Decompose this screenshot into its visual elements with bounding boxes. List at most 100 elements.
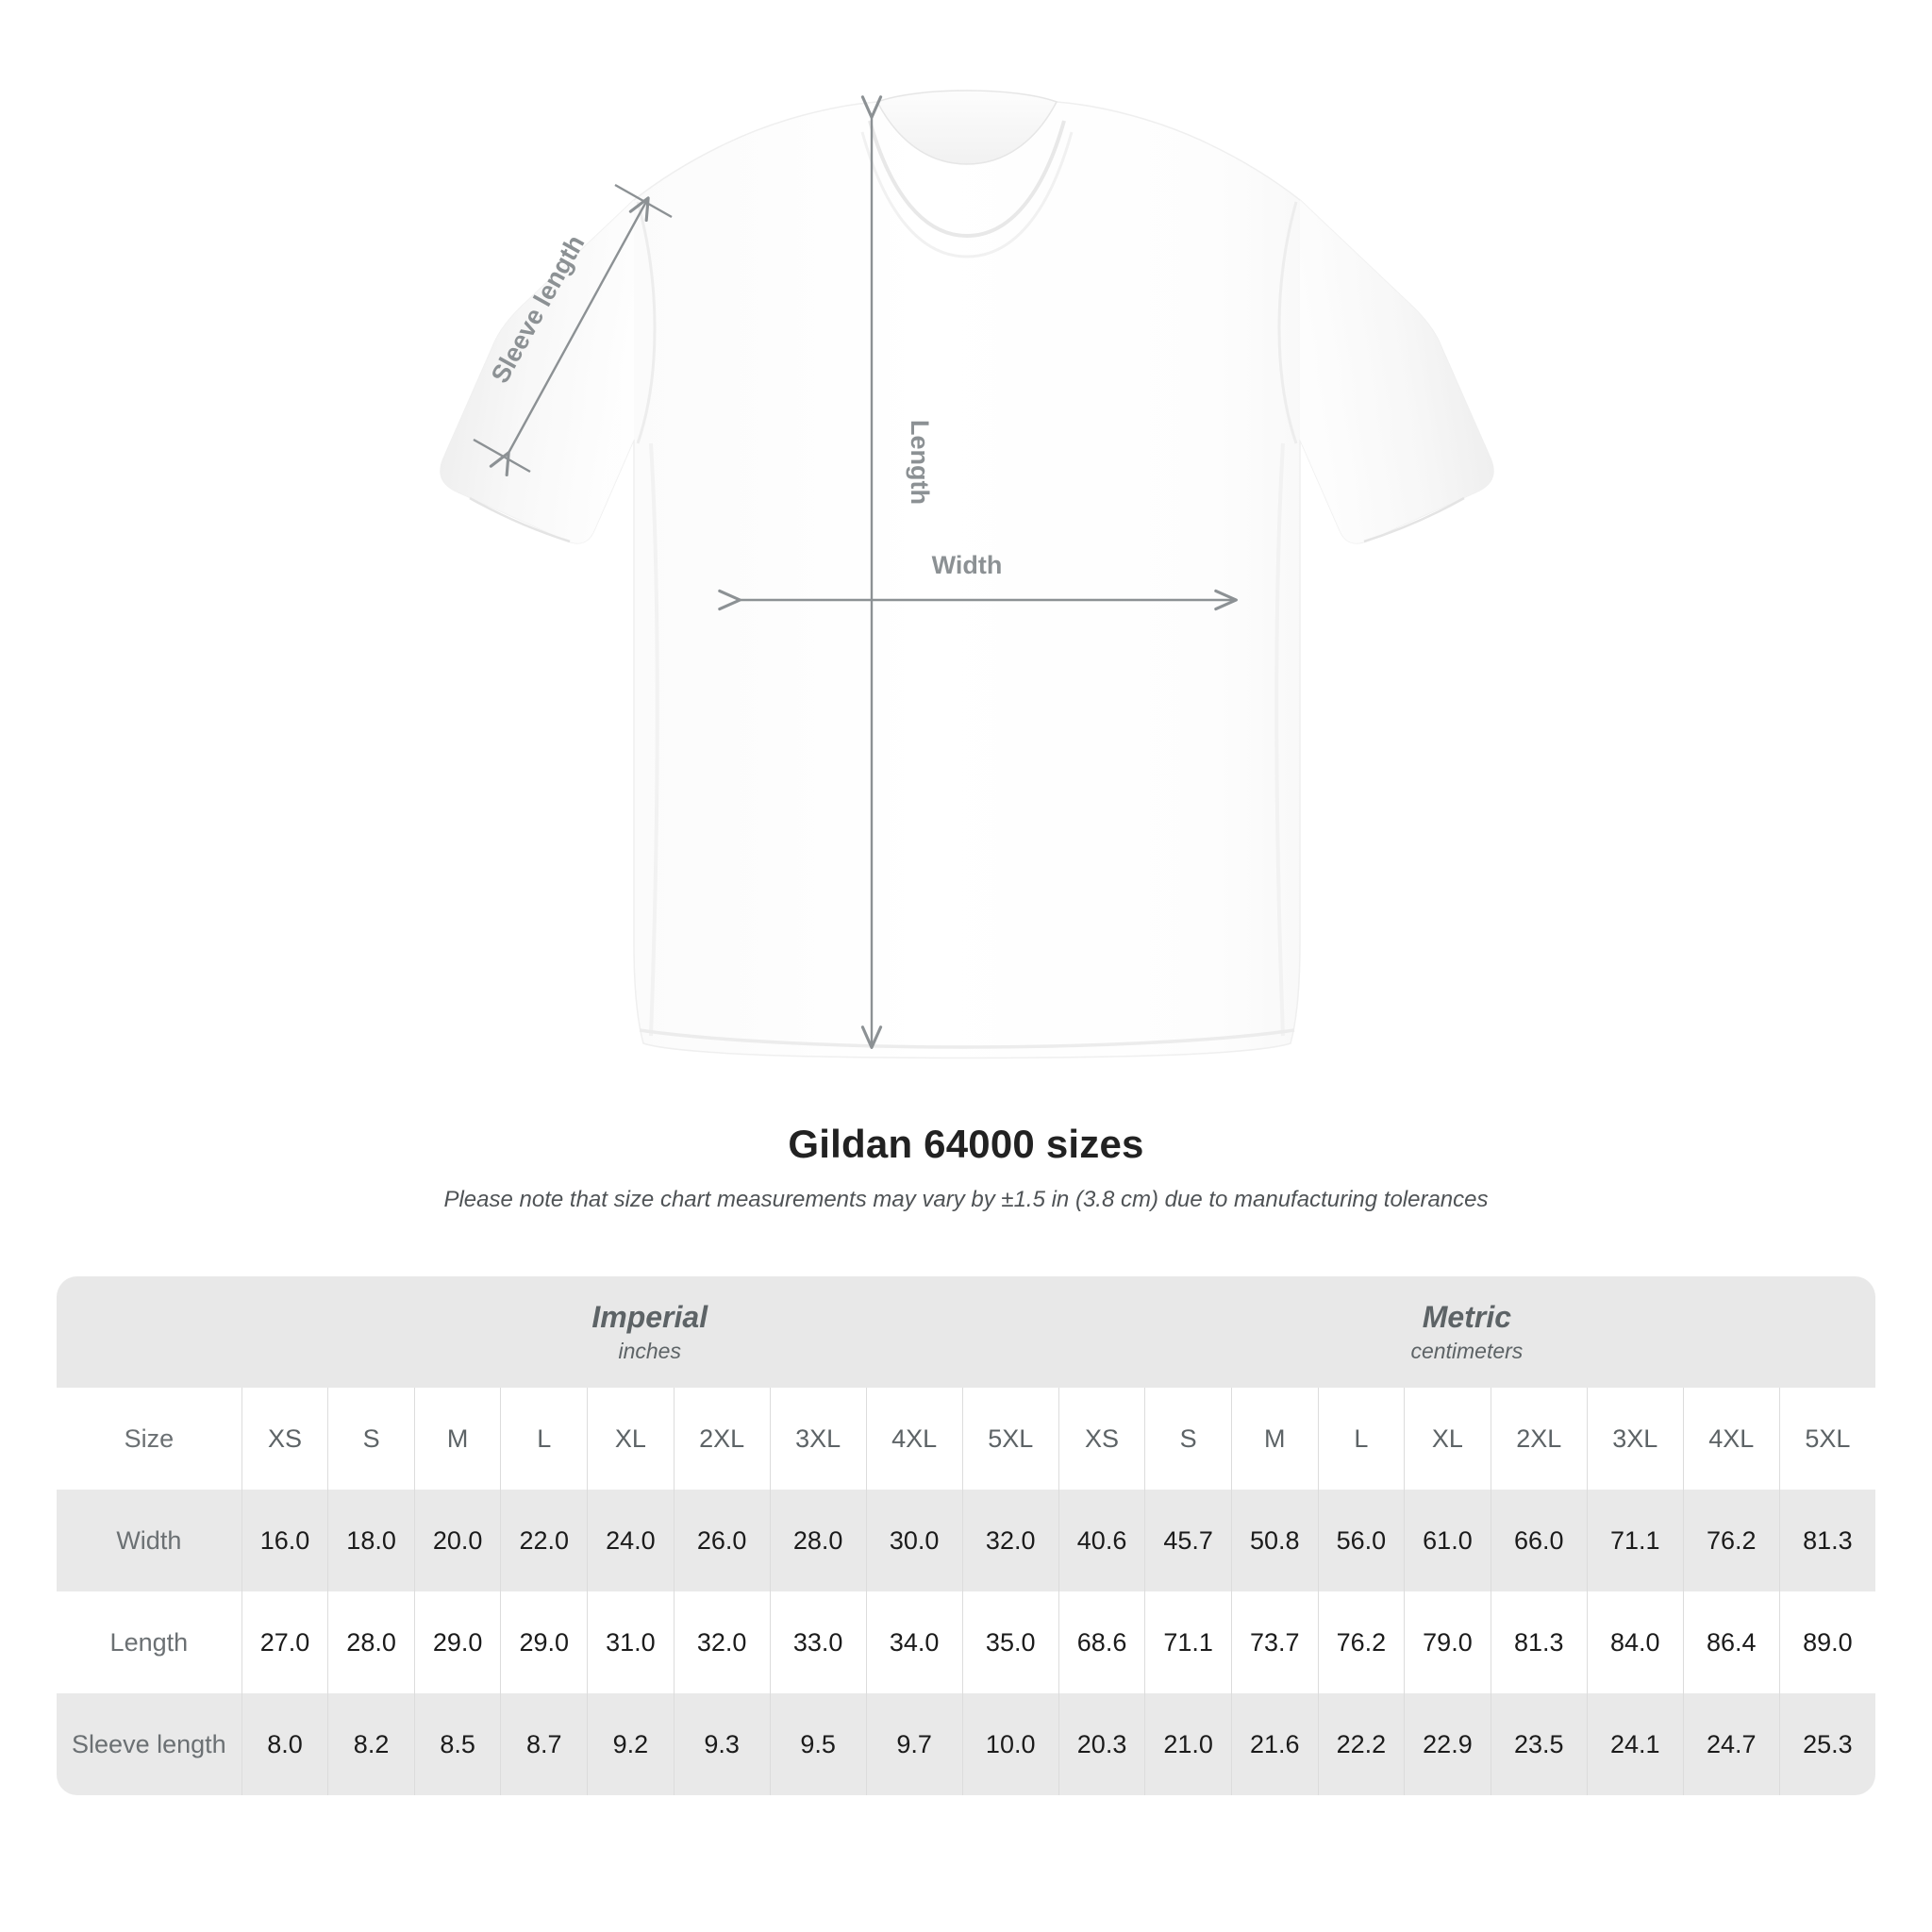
unit-name-metric: Metric <box>1422 1299 1511 1334</box>
size-header-imperial-3xl: 3XL <box>769 1388 866 1490</box>
size-header-metric-l: L <box>1317 1388 1405 1490</box>
cell-sleeve-imperial-xs: 8.0 <box>241 1693 328 1795</box>
size-header-metric-5xl: 5XL <box>1778 1388 1875 1490</box>
cell-length-imperial-3xl: 33.0 <box>769 1591 866 1693</box>
cell-length-imperial-l: 29.0 <box>500 1591 588 1693</box>
cell-length-metric-4xl: 86.4 <box>1682 1591 1779 1693</box>
size-header-metric-m: M <box>1230 1388 1318 1490</box>
cell-length-metric-5xl: 89.0 <box>1778 1591 1875 1693</box>
width-label: Width <box>932 551 1003 579</box>
cell-sleeve-imperial-s: 8.2 <box>327 1693 414 1795</box>
neckline-outer <box>860 131 1074 258</box>
cell-width-metric-l: 56.0 <box>1317 1490 1405 1591</box>
cell-sleeve-metric-3xl: 24.1 <box>1586 1693 1683 1795</box>
tshirt-diagram: Width Length Sleeve length <box>440 90 1494 1059</box>
table-row-sleeve-length: Sleeve length 8.0 8.2 8.5 8.7 9.2 9.3 9.… <box>57 1693 1875 1795</box>
cell-sleeve-metric-xl: 22.9 <box>1404 1693 1491 1795</box>
cell-sleeve-metric-4xl: 24.7 <box>1682 1693 1779 1795</box>
bottom-hem <box>639 1028 1295 1049</box>
cell-length-metric-2xl: 81.3 <box>1490 1591 1587 1693</box>
table-row-length: Length 27.0 28.0 29.0 29.0 31.0 32.0 33.… <box>57 1591 1875 1693</box>
cell-length-imperial-2xl: 32.0 <box>673 1591 770 1693</box>
cell-length-imperial-xs: 27.0 <box>241 1591 328 1693</box>
size-table: Imperial inches Metric centimeters Size … <box>57 1276 1875 1795</box>
cell-length-metric-xs: 68.6 <box>1058 1591 1145 1693</box>
tshirt-sleeve-left <box>440 200 634 543</box>
cell-width-imperial-xs: 16.0 <box>241 1490 328 1591</box>
cell-sleeve-metric-5xl: 25.3 <box>1778 1693 1875 1795</box>
size-header-imperial-xs: XS <box>241 1388 328 1490</box>
table-row-width: Width 16.0 18.0 20.0 22.0 24.0 26.0 28.0… <box>57 1490 1875 1591</box>
cell-length-metric-l: 76.2 <box>1317 1591 1405 1693</box>
cell-sleeve-metric-m: 21.6 <box>1230 1693 1318 1795</box>
sleeve-hem-left <box>469 496 571 543</box>
size-header-metric-4xl: 4XL <box>1682 1388 1779 1490</box>
cell-width-imperial-s: 18.0 <box>327 1490 414 1591</box>
cell-width-imperial-xl: 24.0 <box>587 1490 674 1591</box>
cell-sleeve-metric-xs: 20.3 <box>1058 1693 1145 1795</box>
unit-banner-spacer <box>57 1276 242 1388</box>
size-header-metric-3xl: 3XL <box>1586 1388 1683 1490</box>
cell-length-metric-m: 73.7 <box>1230 1591 1318 1693</box>
cell-width-metric-xs: 40.6 <box>1058 1490 1145 1591</box>
collar-band <box>875 90 1058 165</box>
cell-width-metric-2xl: 66.0 <box>1490 1490 1587 1591</box>
cell-length-metric-xl: 79.0 <box>1404 1591 1491 1693</box>
size-header-imperial-4xl: 4XL <box>865 1388 962 1490</box>
cell-length-imperial-5xl: 35.0 <box>961 1591 1058 1693</box>
cell-sleeve-imperial-m: 8.5 <box>413 1693 501 1795</box>
cell-length-imperial-s: 28.0 <box>327 1591 414 1693</box>
cell-sleeve-imperial-xl: 9.2 <box>587 1693 674 1795</box>
size-header-imperial-2xl: 2XL <box>673 1388 770 1490</box>
sleeve-hem-right <box>1363 496 1465 543</box>
cell-sleeve-metric-2xl: 23.5 <box>1490 1693 1587 1795</box>
length-label: Length <box>906 420 934 505</box>
cell-sleeve-imperial-3xl: 9.5 <box>769 1693 866 1795</box>
tshirt-shape <box>440 90 1494 1059</box>
tolerance-note: Please note that size chart measurements… <box>443 1187 1489 1213</box>
cell-width-metric-xl: 61.0 <box>1404 1490 1491 1591</box>
cell-width-metric-s: 45.7 <box>1144 1490 1231 1591</box>
size-header-imperial-l: L <box>500 1388 588 1490</box>
cell-length-metric-3xl: 84.0 <box>1586 1591 1683 1693</box>
cell-length-imperial-4xl: 34.0 <box>865 1591 962 1693</box>
sleeve-annotation <box>473 183 673 477</box>
cell-width-metric-4xl: 76.2 <box>1682 1490 1779 1591</box>
cell-length-imperial-xl: 31.0 <box>587 1591 674 1693</box>
size-header-imperial-5xl: 5XL <box>961 1388 1058 1490</box>
cell-width-imperial-2xl: 26.0 <box>673 1490 770 1591</box>
tshirt-illustration-svg: Width Length Sleeve length <box>440 90 1494 1059</box>
cell-width-imperial-m: 20.0 <box>413 1490 501 1591</box>
cell-width-imperial-4xl: 30.0 <box>865 1490 962 1591</box>
cell-sleeve-imperial-4xl: 9.7 <box>865 1693 962 1795</box>
body-fold-left <box>649 442 659 1037</box>
cell-sleeve-imperial-l: 8.7 <box>500 1693 588 1795</box>
sleeve-arrow <box>489 196 650 477</box>
size-header-row: Size XS S M L XL 2XL 3XL 4XL 5XL XS S M … <box>57 1388 1875 1490</box>
cell-sleeve-metric-s: 21.0 <box>1144 1693 1231 1795</box>
unit-sub-metric: centimeters <box>1410 1339 1524 1364</box>
unit-name-imperial: Imperial <box>591 1299 708 1334</box>
row-label-width: Width <box>57 1490 242 1591</box>
header-size-label: Size <box>57 1388 242 1490</box>
unit-banner-metric: Metric centimeters <box>1058 1276 1875 1388</box>
sleeve-tick-top <box>614 183 673 219</box>
cell-length-imperial-m: 29.0 <box>413 1591 501 1693</box>
unit-banner-row: Imperial inches Metric centimeters <box>57 1276 1875 1388</box>
page-title: Gildan 64000 sizes <box>788 1122 1144 1166</box>
cell-width-imperial-l: 22.0 <box>500 1490 588 1591</box>
size-header-metric-xs: XS <box>1058 1388 1145 1490</box>
size-header-metric-2xl: 2XL <box>1490 1388 1587 1490</box>
size-header-imperial-s: S <box>327 1388 414 1490</box>
size-header-metric-xl: XL <box>1404 1388 1491 1490</box>
cell-sleeve-metric-l: 22.2 <box>1317 1693 1405 1795</box>
unit-banner-imperial: Imperial inches <box>241 1276 1058 1388</box>
neckline-inner <box>868 120 1066 239</box>
row-label-sleeve-length: Sleeve length <box>57 1693 242 1795</box>
sleeve-tick-bottom <box>473 438 531 474</box>
tshirt-sleeve-right <box>1300 200 1494 543</box>
cell-sleeve-imperial-2xl: 9.3 <box>673 1693 770 1795</box>
row-label-length: Length <box>57 1591 242 1693</box>
cell-width-metric-3xl: 71.1 <box>1586 1490 1683 1591</box>
